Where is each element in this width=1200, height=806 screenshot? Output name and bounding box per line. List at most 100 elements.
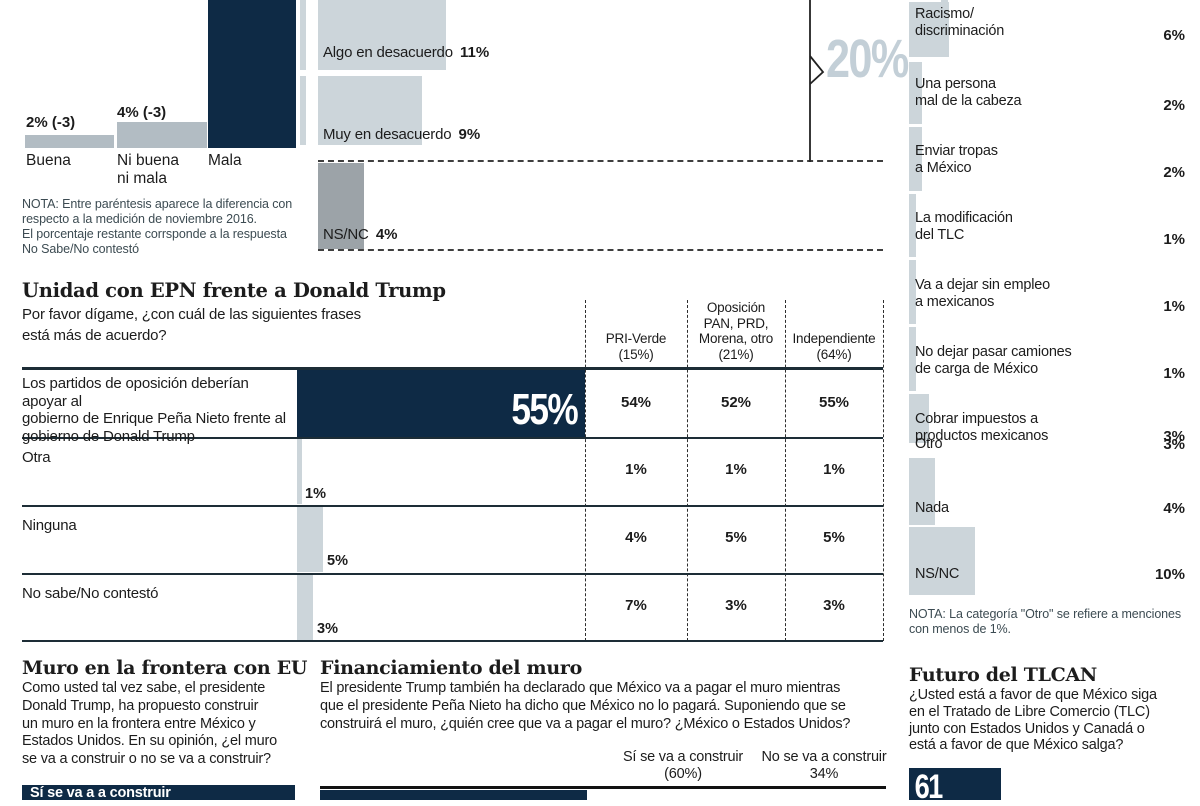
table-rule xyxy=(22,573,883,575)
tlcan-title: Futuro del TLCAN xyxy=(909,664,1097,686)
table-cell: 52% xyxy=(720,394,752,411)
column-divider xyxy=(785,300,786,641)
item-value: 11% xyxy=(460,44,490,61)
table-cell: 4% xyxy=(625,529,647,546)
wall-bar-label: Sí se va a a construir xyxy=(30,785,171,801)
table-rule xyxy=(22,437,883,439)
wall-title: Muro en la frontera con EU xyxy=(22,657,308,679)
row-bar-value: 3% xyxy=(317,621,338,637)
reason-value: 1% xyxy=(1163,298,1185,315)
reasons-note: NOTA: La categoría "Otro" se refiere a m… xyxy=(909,607,1182,636)
reason-value: 2% xyxy=(1163,97,1185,114)
table-cell: 55% xyxy=(818,394,850,411)
reason-label: Otro xyxy=(915,436,943,452)
reason-bar xyxy=(909,2,949,57)
table-rule xyxy=(22,640,883,642)
reason-bar xyxy=(909,194,916,257)
wall-paragraph: Como usted tal vez sabe, el presidente D… xyxy=(22,680,277,768)
column-divider xyxy=(687,300,688,641)
reason-bar xyxy=(909,327,916,391)
column-header-oposicion: Oposición PAN, PRD, Morena, otro (21%) xyxy=(698,300,774,362)
row-bar-main: 55% xyxy=(297,369,586,437)
disagree-bar-algo xyxy=(318,0,446,70)
unity-title: Unidad con EPN frente a Donald Trump xyxy=(22,279,446,302)
reason-label-clipped: Cobrar impuestos a productos mexicanos xyxy=(915,411,1049,442)
dashed-separator xyxy=(318,249,883,251)
financing-baseline xyxy=(320,786,886,789)
approval-value-nibuena: 4% (-3) xyxy=(117,104,167,121)
row-bar-value: 55% xyxy=(511,385,579,434)
row-bar-value: 5% xyxy=(327,553,348,569)
financing-title: Financiamiento del muro xyxy=(320,657,582,679)
reason-label: La modificación del TLC xyxy=(915,210,1013,243)
row-bar-value: 1% xyxy=(305,486,326,502)
financing-col-no: No se va a construir 34% xyxy=(761,749,887,782)
disagree-bar-nsnc xyxy=(318,163,365,249)
reason-bar xyxy=(909,458,936,525)
reason-bar xyxy=(909,394,929,443)
reason-label: Va a dejar sin empleo a mexicanos xyxy=(915,277,1050,310)
reason-label: No dejar pasar camiones de carga de Méxi… xyxy=(915,344,1072,377)
clipped-bar-remnant xyxy=(300,76,306,145)
column-header-independiente: Independiente (64%) xyxy=(792,331,876,362)
reason-bar xyxy=(909,127,923,191)
brace-line xyxy=(809,0,825,162)
tlcan-bar: 61 xyxy=(909,768,1001,806)
reason-bar xyxy=(909,527,975,595)
financing-col-si: Sí se va a construir (60%) xyxy=(622,749,744,782)
approval-cat-mala: Mala xyxy=(208,152,242,169)
reason-label: Una persona mal de la cabeza xyxy=(915,76,1022,109)
table-cell: 3% xyxy=(725,597,747,614)
reason-value: 4% xyxy=(1163,500,1185,517)
item-label: NS/NC xyxy=(323,226,369,243)
unity-subtitle: Por favor dígame, ¿con cuál de las sigui… xyxy=(22,306,361,344)
item-value: 9% xyxy=(458,126,481,143)
column-divider xyxy=(883,300,884,641)
reason-value: 3% xyxy=(1163,436,1185,453)
reason-value: 6% xyxy=(1163,27,1185,44)
approval-bar-nibuena xyxy=(117,122,207,148)
row-bar xyxy=(297,575,313,640)
table-cell: 5% xyxy=(823,529,845,546)
reason-label: NS/NC xyxy=(915,566,960,582)
row-label: Otra xyxy=(22,449,51,466)
financing-paragraph: El presidente Trump también ha declarado… xyxy=(320,680,851,732)
approval-cat-nibuena: Ni buena ni mala xyxy=(117,152,180,187)
table-cell: 1% xyxy=(725,461,747,478)
table-cell: 7% xyxy=(625,597,647,614)
tlcan-paragraph: ¿Usted está a favor de que México siga e… xyxy=(909,687,1157,754)
item-label: Algo en desacuerdo xyxy=(323,44,453,61)
row-bar xyxy=(297,507,324,572)
table-cell: 1% xyxy=(823,461,845,478)
reason-value: 1% xyxy=(1163,231,1185,248)
row-label: No sabe/No contestó xyxy=(22,585,159,602)
reason-bar xyxy=(909,62,923,124)
table-cell: 3% xyxy=(823,597,845,614)
reason-bar xyxy=(909,260,916,324)
reason-label: Racismo/ discriminación xyxy=(915,6,1005,39)
column-header-pri-verde: PRI-Verde (15%) xyxy=(605,331,667,362)
column-divider xyxy=(585,300,586,641)
tlcan-value: 61 xyxy=(914,768,944,806)
reason-value: 3% xyxy=(1163,428,1185,445)
approval-cat-buena: Buena xyxy=(26,152,71,169)
reason-value: 10% xyxy=(1154,566,1185,583)
disagree-label-muy: Muy en desacuerdo 9% xyxy=(323,126,480,143)
brace-total-label: 20% xyxy=(826,29,909,89)
item-label: Muy en desacuerdo xyxy=(323,126,452,143)
row-bar xyxy=(297,439,303,504)
disagree-label-nsnc: NS/NC 4% xyxy=(323,226,398,243)
clipped-bar-remnant xyxy=(300,0,306,70)
disagree-label-algo: Algo en desacuerdo 11% xyxy=(323,44,489,61)
approval-bar-buena xyxy=(25,135,114,148)
row-label: Ninguna xyxy=(22,517,77,534)
reason-label: Enviar tropas a México xyxy=(915,143,998,176)
approval-value-buena: 2% (-3) xyxy=(26,114,76,131)
table-cell: 1% xyxy=(625,461,647,478)
row-label: Los partidos de oposición deberían apoya… xyxy=(22,375,286,445)
reason-value: 1% xyxy=(1163,365,1185,382)
approval-note: NOTA: Entre paréntesis aparece la difere… xyxy=(22,197,293,256)
item-value: 4% xyxy=(375,226,398,243)
approval-bar-mala xyxy=(208,0,296,148)
